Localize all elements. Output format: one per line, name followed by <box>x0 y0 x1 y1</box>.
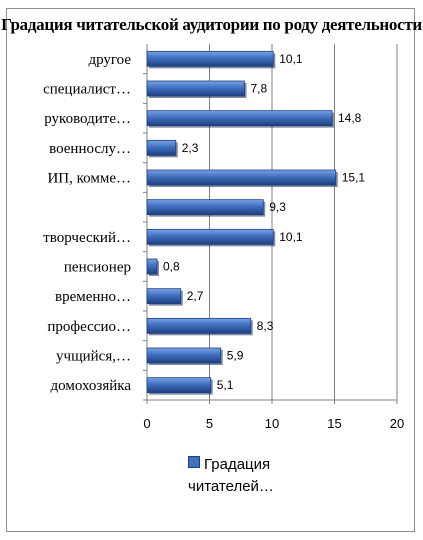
x-tick-label: 20 <box>390 416 404 431</box>
bar <box>146 317 252 334</box>
bar <box>146 169 337 186</box>
category-label: учщийся,… <box>56 349 131 365</box>
category-label: творческий… <box>43 230 131 246</box>
value-label: 9,3 <box>269 200 286 214</box>
value-label: 15,1 <box>342 171 366 185</box>
category-label: временно… <box>55 289 131 305</box>
bar <box>146 347 222 364</box>
value-label: 5,1 <box>217 378 234 392</box>
category-label: домохозяйка <box>51 378 132 394</box>
bar <box>146 228 274 245</box>
bar <box>146 50 274 67</box>
value-label: 7,8 <box>251 82 268 96</box>
x-tick-label: 10 <box>265 416 279 431</box>
bar <box>146 288 182 305</box>
bar <box>146 139 177 156</box>
value-label: 10,1 <box>279 230 303 244</box>
value-label: 5,9 <box>227 349 244 363</box>
category-label: специалист… <box>43 82 131 98</box>
category-label: пенсионер <box>64 260 131 276</box>
legend: Градация читателей… <box>188 454 348 498</box>
x-tick-label: 15 <box>327 416 341 431</box>
legend-label: Градация читателей… <box>188 456 274 495</box>
bar <box>146 258 158 275</box>
axes <box>143 44 398 404</box>
value-label: 0,8 <box>163 260 180 274</box>
bar <box>146 110 333 127</box>
labels: 0 5 10 15 20 домохозяйка 5,1 учщийся,… 5,9 профес… <box>43 52 404 431</box>
category-label: профессио… <box>47 319 131 335</box>
category-label: другое <box>88 52 131 68</box>
category-label: военнослу… <box>49 141 131 157</box>
chart-title: Градация читательской аудитории по роду … <box>1 15 422 34</box>
bars <box>146 50 338 395</box>
value-label: 2,3 <box>182 141 199 155</box>
value-label: 2,7 <box>187 289 204 303</box>
legend-key <box>188 456 200 468</box>
value-label: 10,1 <box>279 52 303 66</box>
x-tick-label: 5 <box>206 416 213 431</box>
category-label: ИП, комме… <box>47 171 131 187</box>
bar <box>146 80 245 97</box>
value-label: 14,8 <box>338 111 362 125</box>
value-label: 8,3 <box>257 319 274 333</box>
bar <box>146 199 264 216</box>
grid-lines <box>209 44 398 400</box>
x-tick-label: 0 <box>143 416 150 431</box>
bar <box>146 377 212 394</box>
category-label: руководите… <box>44 111 131 127</box>
